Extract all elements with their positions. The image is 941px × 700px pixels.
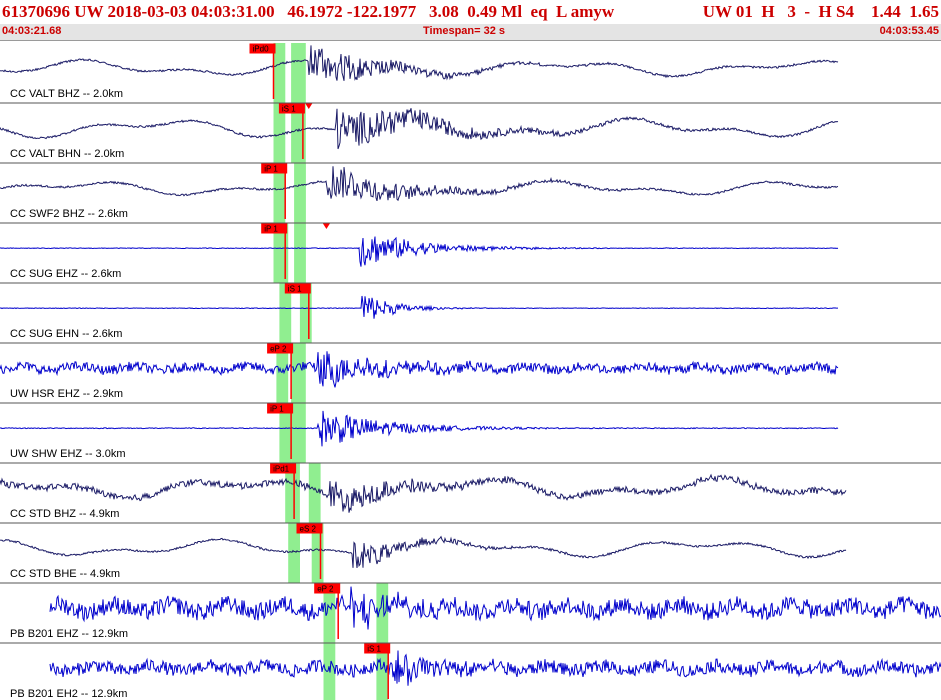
trace-3 (0, 236, 839, 267)
pick-box-1 (278, 103, 305, 114)
traces (0, 45, 941, 686)
pick-label-9: eP 2 (317, 585, 334, 594)
pick-window-9-1 (376, 583, 389, 643)
pick-window-3-1 (294, 223, 306, 283)
pick-window-7-1 (308, 463, 321, 523)
channel-label-7: CC STD BHZ -- 4.9km (10, 508, 119, 520)
pick-box-6 (267, 403, 294, 414)
seismogram-plot: CC VALT BHZ -- 2.0km CC VALT BHN -- 2.0km… (0, 43, 941, 700)
phase-picks: iPd0 iS 1 iP 1 iP 1 iS 1 eP 2 iP 1 iPd1 eS 2 eP 2… (249, 43, 391, 699)
pick-arrow-1 (305, 103, 313, 109)
pick-label-6: iP 1 (270, 405, 284, 414)
pick-window-9-0 (323, 583, 336, 643)
trace-0 (0, 45, 839, 81)
trace-10 (49, 650, 941, 686)
pick-label-0: iPd0 (253, 45, 270, 54)
pick-window-8-1 (311, 523, 324, 583)
pick-box-5 (267, 343, 294, 354)
pick-window-0-0 (273, 43, 286, 103)
trace-1 (0, 108, 839, 150)
event-header: 61370696 UW 2018-03-03 04:03:31.00 46.19… (0, 0, 941, 24)
channel-label-6: UW SHW EHZ -- 3.0km (10, 448, 126, 460)
trace-5 (0, 351, 839, 388)
pick-window-6-0 (279, 403, 292, 463)
pick-label-7: iPd1 (273, 465, 290, 474)
pick-window-0-1 (291, 43, 306, 103)
channel-label-4: CC SUG EHN -- 2.6km (10, 328, 122, 340)
trace-4 (0, 295, 838, 319)
pick-label-8: eS 2 (300, 525, 317, 534)
panel-separators (0, 102, 941, 644)
pick-window-5-1 (291, 343, 306, 403)
pick-box-0 (249, 43, 276, 54)
channel-labels: CC VALT BHZ -- 2.0km CC VALT BHN -- 2.0km… (10, 88, 128, 700)
pick-window-7-0 (285, 463, 300, 523)
pick-box-10 (364, 643, 391, 654)
event-summary: 61370696 UW 2018-03-03 04:03:31.00 46.19… (2, 2, 615, 21)
end-time: 04:03:53.45 (879, 25, 939, 37)
pick-label-4: iS 1 (288, 285, 302, 294)
trace-6 (0, 410, 839, 447)
trace-8 (0, 535, 847, 568)
pick-windows (273, 43, 389, 700)
channel-label-0: CC VALT BHZ -- 2.0km (10, 88, 123, 100)
pick-arrow-3 (322, 223, 330, 229)
station-summary: UW 01 H 3 - H S4 1.44 1.65 (702, 2, 939, 21)
pick-window-4-1 (299, 283, 312, 343)
channel-label-3: CC SUG EHZ -- 2.6km (10, 268, 121, 280)
pick-label-5: eP 2 (270, 345, 287, 354)
trace-2 (0, 166, 839, 202)
pick-box-9 (314, 583, 341, 594)
channel-label-5: UW HSR EHZ -- 2.9km (10, 388, 123, 400)
channel-label-8: CC STD BHE -- 4.9km (10, 568, 120, 580)
pick-window-4-0 (279, 283, 292, 343)
channel-label-10: PB B201 EH2 -- 12.9km (10, 688, 127, 700)
pick-window-8-0 (288, 523, 300, 583)
pick-box-8 (296, 523, 323, 534)
pick-window-1-1 (291, 103, 306, 163)
trace-9 (49, 586, 941, 630)
pick-window-2-1 (294, 163, 306, 223)
pick-box-2 (261, 163, 288, 174)
channel-label-2: CC SWF2 BHZ -- 2.6km (10, 208, 128, 220)
pick-box-7 (270, 463, 297, 474)
timespan-label: Timespan= 32 s (423, 25, 506, 37)
pick-window-2-0 (273, 163, 286, 223)
time-bar: 04:03:21.68 Timespan= 32 s 04:03:53.45 (0, 24, 941, 41)
pick-label-10: iS 1 (367, 645, 381, 654)
start-time: 04:03:21.68 (2, 25, 62, 37)
pick-label-2: iP 1 (264, 165, 278, 174)
pick-box-3 (261, 223, 288, 234)
pick-box-4 (284, 283, 311, 294)
channel-label-9: PB B201 EHZ -- 12.9km (10, 628, 128, 640)
pick-window-10-1 (376, 643, 389, 700)
pick-label-1: iS 1 (282, 105, 296, 114)
trace-7 (0, 473, 847, 513)
channel-label-1: CC VALT BHN -- 2.0km (10, 148, 124, 160)
pick-label-3: iP 1 (264, 225, 278, 234)
pick-window-6-1 (291, 403, 306, 463)
pick-window-1-0 (273, 103, 286, 163)
